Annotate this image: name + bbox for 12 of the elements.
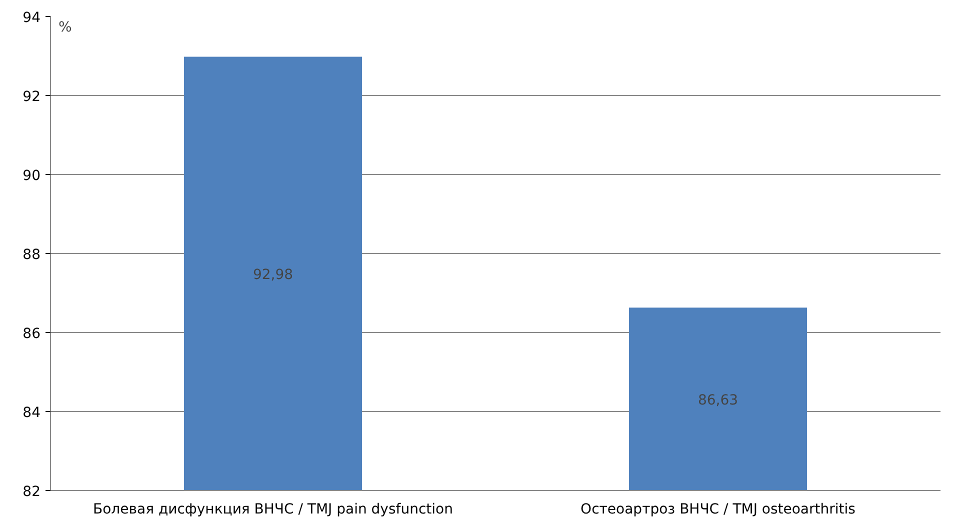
data-label: 86,63 — [698, 392, 738, 409]
y-tick-label: 86 — [22, 326, 41, 342]
data-label: 92,98 — [252, 267, 294, 284]
y-tick-label: 90 — [22, 168, 41, 184]
y-tick-label: 94 — [22, 10, 41, 26]
y-axis-title: % — [58, 20, 72, 36]
y-tick-label: 82 — [22, 484, 41, 500]
y-tick-label: 88 — [22, 247, 41, 263]
x-tick-label: Болевая дисфункция ВНЧС / TMJ pain dysfunction — [93, 502, 453, 518]
y-tick-label: 92 — [22, 89, 41, 105]
x-tick-label: Остеоартроз ВНЧС / TMJ osteoarthritis — [580, 502, 856, 518]
y-tick-label: 84 — [22, 405, 41, 421]
